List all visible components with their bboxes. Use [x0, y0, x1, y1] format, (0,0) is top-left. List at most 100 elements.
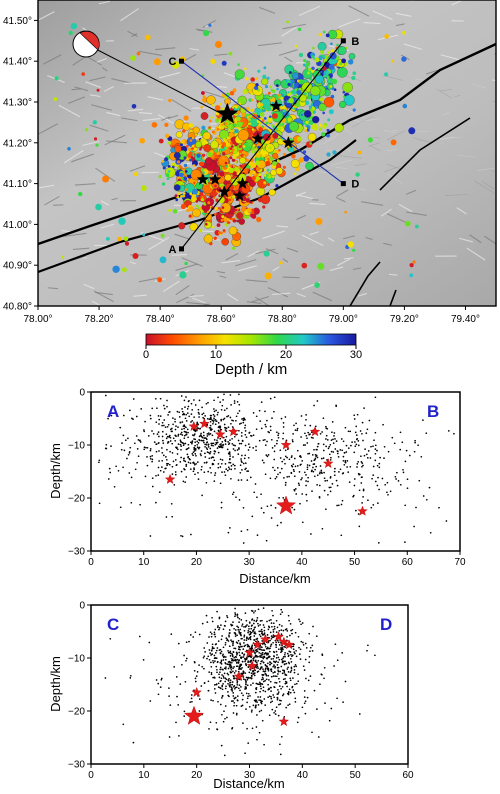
hypocenter-dot [179, 443, 182, 446]
hypocenter-dot [262, 624, 265, 626]
hypocenter-dot [193, 463, 196, 466]
terrain-ridge [278, 49, 298, 56]
hypocenter-dot [261, 640, 264, 642]
terrain-ridge [195, 28, 213, 33]
epicenter-dot [216, 223, 221, 228]
hypocenter-dot [417, 444, 419, 447]
hypocenter-dot [229, 671, 232, 673]
terrain-ridge [254, 296, 271, 306]
hypocenter-dot [260, 632, 263, 635]
hypocenter-dot [231, 655, 234, 658]
hypocenter-dot [252, 704, 255, 707]
hypocenter-dot [247, 638, 250, 640]
epicenter-dot [250, 150, 254, 154]
hypocenter-dot [262, 607, 265, 609]
epicenter-dot [93, 137, 98, 141]
epicenter-dot [384, 34, 390, 39]
hypocenter-dot [346, 466, 348, 468]
hypocenter-dot [341, 499, 344, 502]
hypocenter-dot [277, 661, 279, 664]
hypocenter-dot [232, 659, 235, 662]
hypocenter-dot [229, 527, 231, 529]
hypocenter-dot [209, 652, 212, 654]
hypocenter-dot [129, 674, 132, 677]
hypocenter-dot [245, 676, 248, 679]
hypocenter-dot [259, 696, 262, 698]
terrain-ridge [89, 124, 109, 132]
terrain-ridge [374, 99, 381, 102]
hypocenter-dot [243, 626, 245, 628]
hypocenter-dot [243, 634, 246, 637]
hypocenter-dot [295, 665, 298, 668]
epicenter-dot [211, 225, 215, 229]
hypocenter-dot [233, 675, 235, 678]
hypocenter-dot [267, 667, 270, 670]
hypocenter-dot [305, 677, 307, 680]
hypocenter-dot [232, 700, 234, 702]
epicenter-dot [303, 110, 312, 118]
hypocenter-dot [294, 664, 297, 666]
hypocenter-dot [249, 676, 252, 679]
hypocenter-dot [322, 457, 325, 459]
event-star [196, 172, 210, 185]
terrain-ridge [343, 257, 354, 260]
hypocenter-dot [236, 449, 239, 451]
epicenter-dot [232, 88, 237, 93]
hypocenter-dot [185, 420, 188, 422]
hypocenter-dot [276, 698, 279, 701]
hypocenter-dot [374, 444, 377, 447]
hypocenter-dot [155, 501, 157, 504]
hypocenter-dot [224, 717, 226, 720]
hypocenter-dot [217, 682, 220, 685]
hypocenter-dot [239, 648, 241, 651]
hypocenter-dot [293, 669, 296, 671]
hypocenter-dot [369, 457, 372, 459]
hypocenter-dot [170, 430, 173, 433]
hypocenter-dot [314, 425, 317, 428]
hypocenter-dot [220, 650, 223, 653]
hypocenter-dot [266, 665, 269, 668]
hypocenter-dot [281, 694, 284, 697]
hypocenter-dot [243, 642, 245, 644]
hypocenter-dot [346, 460, 349, 462]
hypocenter-dot [255, 686, 258, 689]
epicenter-dot [183, 156, 187, 160]
terrain-ridge [335, 196, 346, 203]
hypocenter-dot [223, 409, 226, 412]
hypocenter-dot [238, 429, 240, 432]
epicenter-dot [196, 153, 201, 158]
hypocenter-dot [207, 680, 210, 683]
hypocenter-dot [222, 418, 225, 421]
epicenter-dot [207, 151, 213, 157]
epicenter-dot [232, 187, 236, 191]
hypocenter-dot [244, 433, 247, 436]
epicenter-dot [214, 40, 223, 49]
hypocenter-dot [320, 457, 323, 460]
hypocenter-dot [235, 656, 238, 658]
epicenter-dot [263, 174, 267, 177]
hypocenter-dot [353, 484, 356, 487]
terrain-ridge [127, 108, 144, 112]
hypocenter-dot [308, 632, 311, 635]
terrain-ridge [338, 155, 362, 159]
hypocenter-dot [217, 422, 220, 424]
hypocenter-dot [238, 410, 241, 412]
hypocenter-dot [231, 419, 233, 422]
hypocenter-dot [196, 421, 199, 424]
hypocenter-dot [360, 455, 362, 458]
epicenter-dot [295, 102, 301, 108]
hypocenter-dot [332, 451, 335, 453]
hypocenter-dot [242, 722, 244, 724]
hypocenter-dot [265, 657, 268, 660]
hypocenter-dot [371, 477, 373, 480]
hypocenter-dot [316, 400, 319, 402]
hypocenter-dot [224, 641, 227, 644]
epicenter-dot [179, 271, 187, 279]
hypocenter-dot [216, 413, 219, 416]
hypocenter-dot [286, 636, 288, 638]
epicenter-dot [195, 200, 199, 203]
hypocenter-dot [402, 471, 405, 474]
epicenter-dot [153, 58, 161, 66]
hypocenter-dot [165, 458, 168, 461]
hypocenter-dot [143, 446, 146, 449]
